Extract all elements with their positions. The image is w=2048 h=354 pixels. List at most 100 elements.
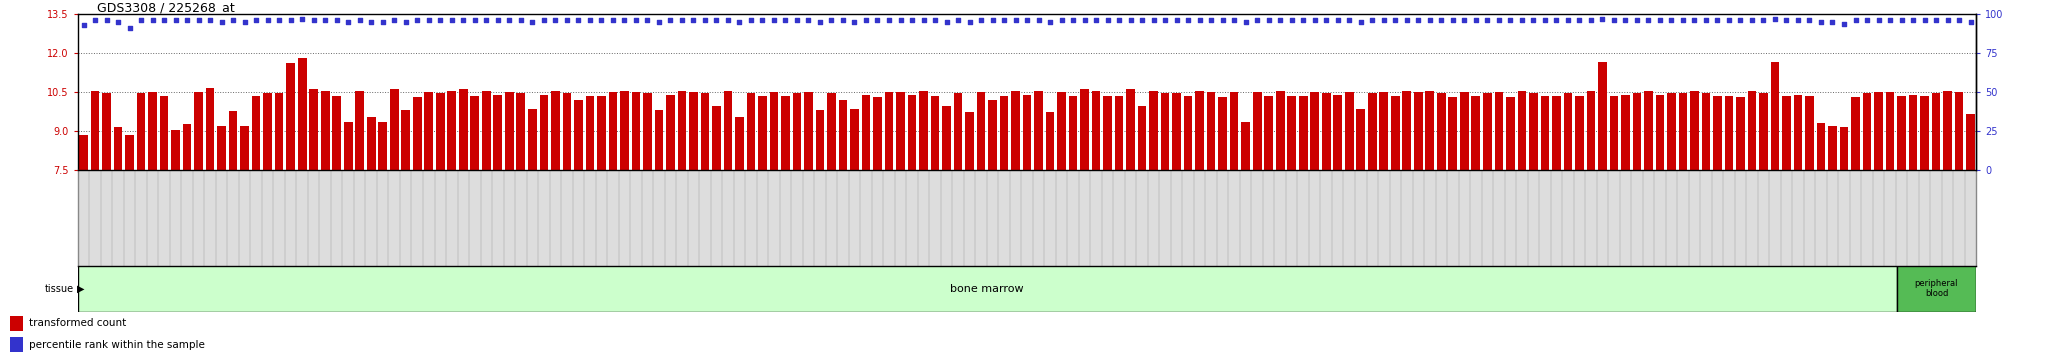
- Bar: [1438, 93, 1446, 170]
- Point: [596, 18, 629, 23]
- Point: [643, 19, 676, 25]
- Bar: [1954, 92, 1964, 170]
- Bar: [1126, 90, 1135, 170]
- Point: [631, 18, 664, 23]
- Point: [539, 18, 571, 23]
- Bar: [274, 93, 283, 170]
- Bar: [872, 97, 883, 170]
- Text: ▶: ▶: [78, 284, 84, 293]
- Bar: [1104, 96, 1112, 170]
- Point: [494, 18, 526, 23]
- Bar: [1057, 92, 1065, 170]
- Point: [332, 19, 365, 25]
- Text: GDS3308 / 225268_at: GDS3308 / 225268_at: [96, 1, 236, 14]
- Bar: [147, 92, 158, 170]
- Point: [1194, 18, 1227, 23]
- Bar: [573, 100, 582, 170]
- Point: [1702, 18, 1735, 23]
- Point: [711, 18, 743, 23]
- Bar: [815, 110, 823, 170]
- Bar: [240, 126, 250, 170]
- Point: [920, 18, 952, 23]
- Point: [1642, 18, 1675, 23]
- Bar: [678, 91, 686, 170]
- Bar: [1575, 96, 1583, 170]
- Point: [195, 18, 227, 23]
- Bar: [297, 58, 307, 170]
- Bar: [1610, 96, 1618, 170]
- Bar: [885, 92, 893, 170]
- Point: [688, 18, 721, 23]
- Bar: [586, 96, 594, 170]
- Point: [1343, 19, 1376, 25]
- Point: [999, 18, 1032, 23]
- Bar: [758, 96, 766, 170]
- Bar: [1552, 96, 1561, 170]
- Point: [389, 19, 422, 25]
- Point: [1575, 18, 1608, 23]
- Bar: [1311, 92, 1319, 170]
- Bar: [1679, 93, 1688, 170]
- Point: [1518, 18, 1550, 23]
- Point: [1655, 18, 1688, 23]
- Bar: [1403, 91, 1411, 170]
- Point: [1102, 18, 1135, 23]
- Bar: [182, 125, 190, 170]
- Bar: [1079, 90, 1090, 170]
- Bar: [1518, 91, 1526, 170]
- Bar: [494, 95, 502, 170]
- Bar: [252, 96, 260, 170]
- Point: [1378, 18, 1411, 23]
- Point: [377, 18, 410, 23]
- Bar: [1161, 93, 1169, 170]
- Point: [1184, 18, 1217, 23]
- Bar: [1851, 97, 1860, 170]
- Point: [1356, 18, 1389, 23]
- Bar: [137, 92, 145, 170]
- Point: [1528, 18, 1561, 23]
- Point: [1171, 18, 1204, 23]
- Point: [618, 18, 651, 23]
- Point: [850, 18, 883, 23]
- Point: [469, 18, 502, 23]
- Point: [780, 18, 813, 23]
- Bar: [1921, 96, 1929, 170]
- Bar: [1241, 122, 1249, 170]
- Point: [1069, 18, 1102, 23]
- Point: [1241, 18, 1274, 23]
- Point: [561, 18, 594, 23]
- Point: [252, 18, 285, 23]
- Bar: [379, 122, 387, 170]
- Bar: [1632, 93, 1640, 170]
- Bar: [1886, 92, 1894, 170]
- Point: [872, 18, 905, 23]
- Bar: [1563, 93, 1573, 170]
- Point: [1114, 18, 1147, 23]
- Point: [147, 18, 180, 23]
- Bar: [1587, 91, 1595, 170]
- Bar: [102, 93, 111, 170]
- Bar: [805, 92, 813, 170]
- Point: [977, 18, 1010, 23]
- Point: [170, 18, 203, 23]
- Point: [1862, 18, 1894, 23]
- Point: [125, 18, 158, 23]
- Point: [516, 19, 549, 25]
- Point: [1079, 18, 1112, 23]
- Point: [952, 19, 985, 25]
- Bar: [1896, 266, 1976, 312]
- Point: [1460, 18, 1493, 23]
- Bar: [713, 106, 721, 170]
- Point: [1012, 18, 1044, 23]
- Bar: [1622, 95, 1630, 170]
- Bar: [1931, 93, 1939, 170]
- Bar: [723, 91, 733, 170]
- Point: [1425, 18, 1458, 23]
- Point: [860, 18, 893, 23]
- Point: [1677, 18, 1710, 23]
- Bar: [367, 117, 375, 170]
- Point: [551, 18, 584, 23]
- Point: [1413, 18, 1446, 23]
- Point: [793, 18, 825, 23]
- Point: [1632, 18, 1665, 23]
